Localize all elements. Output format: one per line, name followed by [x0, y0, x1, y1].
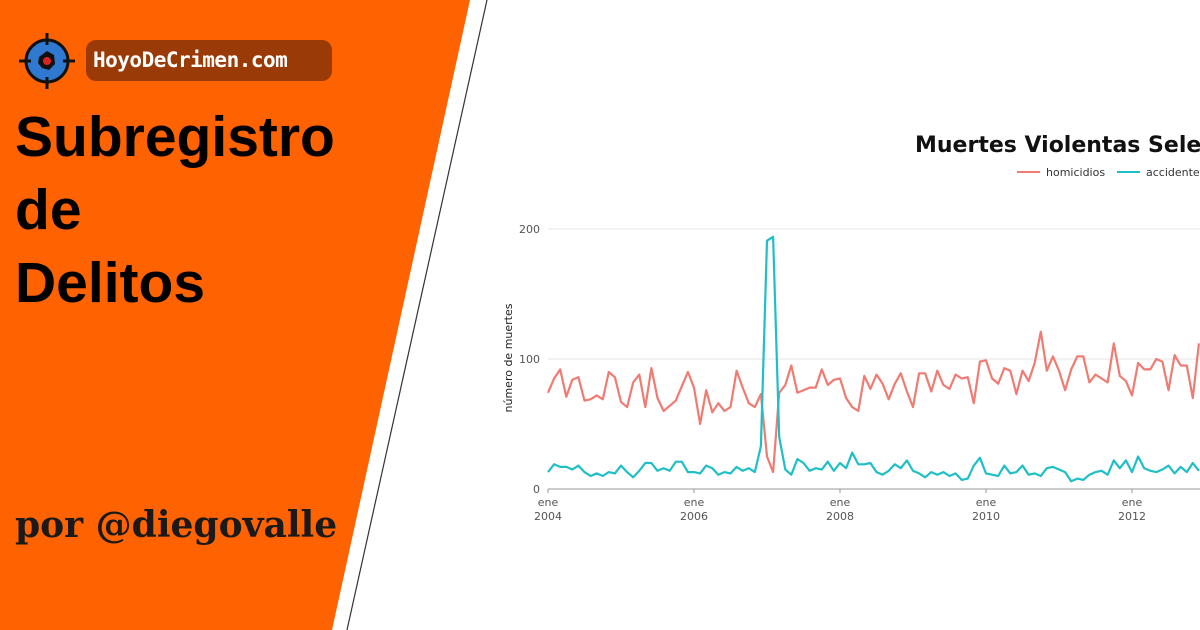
legend-label: accidente — [1146, 166, 1200, 179]
crosshair-logo-icon — [19, 33, 75, 89]
x-tick-label-year: 2010 — [972, 510, 1000, 523]
site-name[interactable]: HoyoDeCrimen.com — [93, 48, 288, 72]
byline: por @diegovalle — [15, 504, 338, 546]
x-tick-label-year: 2012 — [1118, 510, 1146, 523]
x-tick-label-month: ene — [684, 496, 705, 509]
y-tick-label: 200 — [519, 223, 540, 236]
chart-title: Muertes Violentas Sele — [915, 133, 1200, 158]
title-line-2: de — [15, 178, 82, 242]
title-line-1: Subregistro — [15, 105, 335, 169]
series-line-accidente — [547, 235, 1200, 483]
legend-label: homicidios — [1046, 166, 1105, 179]
x-tick-label-year: 2004 — [534, 510, 562, 523]
title-line-3: Delitos — [15, 251, 206, 315]
x-tick-label-month: ene — [1122, 496, 1143, 509]
y-tick-label: 0 — [533, 483, 540, 496]
x-tick-label-month: ene — [976, 496, 997, 509]
divider-line — [346, 0, 488, 630]
orange-panel — [0, 0, 470, 630]
y-axis-label: número de muertes — [502, 303, 515, 412]
x-tick-label-month: ene — [538, 496, 559, 509]
x-tick-label-year: 2008 — [826, 510, 854, 523]
site-badge — [86, 40, 332, 81]
x-tick-label-year: 2006 — [680, 510, 708, 523]
target-dot-icon — [43, 57, 51, 65]
y-tick-label: 100 — [519, 353, 540, 366]
x-tick-label-month: ene — [830, 496, 851, 509]
series-line-homicidios — [546, 330, 1200, 474]
divider-edge — [333, 0, 473, 630]
